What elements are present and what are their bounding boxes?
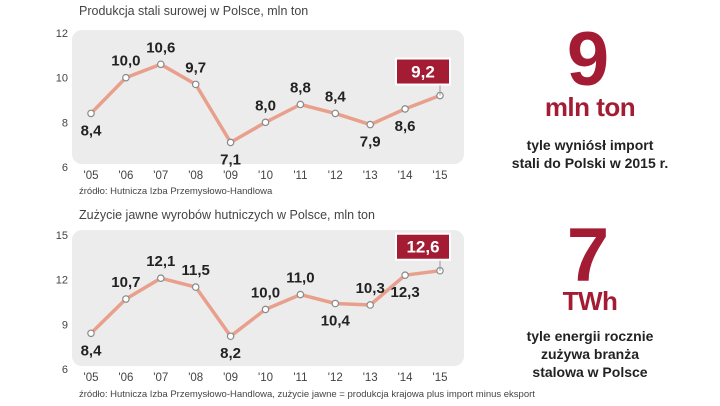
data-point <box>366 120 375 129</box>
data-point <box>331 109 340 118</box>
data-point <box>87 329 95 338</box>
x-tick-label: '11 <box>293 170 307 182</box>
data-label: 10,0 <box>251 284 280 301</box>
data-point <box>191 283 200 291</box>
chart-2-source: źródło: Hutnicza Izba Przemysłowo-Handlo… <box>79 389 535 400</box>
chart-1-title: Produkcja stali surowej w Polsce, mln to… <box>79 4 309 18</box>
data-point <box>157 60 165 69</box>
y-tick-label: 9 <box>62 319 68 331</box>
y-tick-label: 15 <box>56 230 68 242</box>
data-label: 10,7 <box>111 274 140 291</box>
data-point <box>296 100 305 109</box>
x-tick-label: '06 <box>118 170 133 182</box>
data-label: 9,2 <box>411 63 435 82</box>
data-point <box>226 332 235 341</box>
x-tick-label: '14 <box>398 372 414 384</box>
data-point <box>191 80 200 89</box>
x-tick-label: '11 <box>293 372 307 384</box>
chart-1: 12 10 8 6 '05 '06 '07 '08 '09 '10 '11 '12 '13 '14 '15 8… <box>56 28 464 182</box>
x-tick-label: '08 <box>188 372 203 384</box>
y-tick-label: 12 <box>56 275 68 287</box>
chart-2: 15 12 9 6 '05 '06 '07 '08 '09 '10 '11 '12 '13 '14 '15 8… <box>56 230 464 384</box>
x-tick-label: '14 <box>398 170 414 182</box>
data-label: 8,2 <box>220 345 241 362</box>
highlight-box <box>397 234 449 259</box>
x-tick-label: '09 <box>223 372 238 384</box>
x-tick-label: '12 <box>328 170 343 182</box>
y-tick-label: 6 <box>62 364 68 376</box>
data-label: 8,8 <box>290 79 311 96</box>
x-tick-label: '08 <box>188 170 203 182</box>
fact-1-unit: mln ton <box>544 92 636 122</box>
x-tick-label: '10 <box>258 372 273 384</box>
y-tick-label: 8 <box>62 117 68 129</box>
data-point <box>122 295 130 303</box>
fact-2-caption-line-2: zużywa branża <box>540 346 640 362</box>
x-tick-label: '15 <box>433 372 448 384</box>
fact-1-caption-line-2: stali do Polski w 2015 r. <box>511 155 669 171</box>
x-tick-label: '13 <box>363 170 378 182</box>
chart-2-title: Zużycie jawne wyrobów hutniczych w Polsc… <box>79 208 375 222</box>
fact-2-caption-line-3: stalowa w Polsce <box>532 364 648 380</box>
data-label: 11,5 <box>182 262 210 279</box>
data-label: 8,4 <box>81 342 103 359</box>
fact-2-unit: TWh <box>562 286 618 316</box>
data-point <box>366 301 375 309</box>
data-label: 10,4 <box>321 312 351 329</box>
x-tick-label: '09 <box>223 170 238 182</box>
data-label: 11,0 <box>286 270 314 287</box>
x-tick-label: '15 <box>433 170 448 182</box>
fact-1-number: 9 <box>566 17 610 102</box>
x-tick-label: '13 <box>363 372 378 384</box>
x-tick-label: '07 <box>153 170 168 182</box>
data-label: 12,6 <box>406 238 439 257</box>
data-label: 12,1 <box>146 253 175 270</box>
data-label: 8,0 <box>255 97 276 114</box>
y-tick-label: 6 <box>62 162 68 174</box>
y-tick-label: 12 <box>56 28 68 40</box>
fact-2-caption: tyle energii rocznie zużywa branża stalo… <box>500 327 680 381</box>
data-point <box>157 274 165 282</box>
data-point <box>261 118 270 127</box>
chart-1-source: źródło: Hutnicza Izba Przemysłowo-Handlo… <box>79 186 273 197</box>
x-tick-label: '07 <box>153 372 168 384</box>
data-label: 10,6 <box>146 39 175 56</box>
data-point <box>401 105 409 113</box>
data-point <box>122 73 130 82</box>
chart-panel <box>72 230 464 366</box>
data-point <box>296 290 305 299</box>
data-point <box>87 109 95 118</box>
data-label: 10,3 <box>356 280 385 297</box>
fact-1-caption-line-1: tyle wyniósł import <box>526 137 654 153</box>
data-label: 8,6 <box>395 118 416 135</box>
x-tick-label: '05 <box>84 170 99 182</box>
data-label: 7,1 <box>220 151 241 168</box>
y-tick-label: 10 <box>56 73 68 85</box>
x-tick-label: '05 <box>84 372 99 384</box>
data-label: 12,3 <box>390 284 419 301</box>
x-tick-label: '12 <box>328 372 343 384</box>
data-point <box>261 305 270 314</box>
chart-panel <box>72 30 464 164</box>
data-label: 9,7 <box>185 59 206 76</box>
highlight-box <box>397 59 449 84</box>
data-label: 7,9 <box>360 134 381 151</box>
data-label: 10,0 <box>111 53 140 70</box>
data-point <box>331 299 340 308</box>
x-tick-label: '06 <box>118 372 133 384</box>
fact-2-caption-line-1: tyle energii rocznie <box>526 328 654 344</box>
data-point <box>226 138 235 147</box>
fact-1-caption: tyle wyniósł import stali do Polski w 20… <box>500 136 680 172</box>
data-label: 8,4 <box>325 88 347 105</box>
data-point <box>401 271 409 280</box>
data-label: 8,4 <box>81 122 103 139</box>
fact-2-number: 7 <box>566 213 610 298</box>
x-tick-label: '10 <box>258 170 273 182</box>
